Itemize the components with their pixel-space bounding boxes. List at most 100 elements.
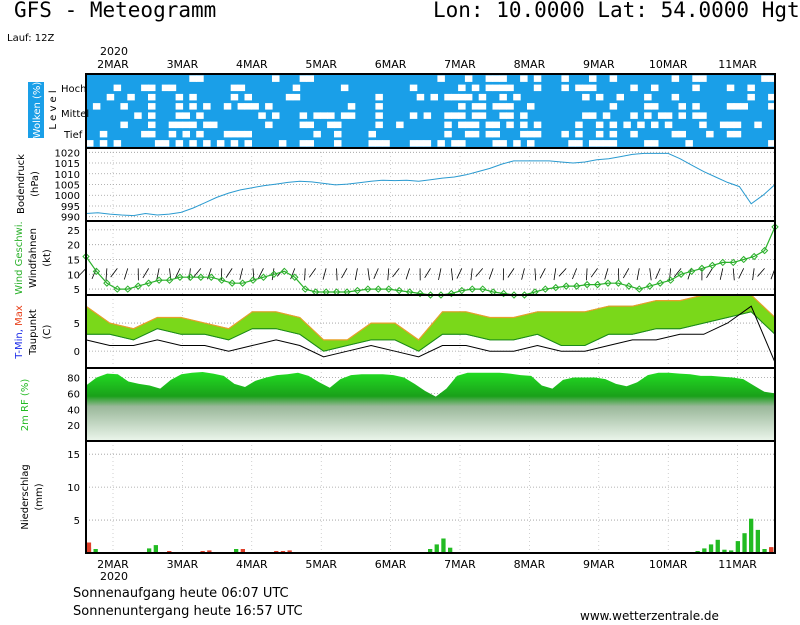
cloud-gap: [458, 84, 466, 92]
wind-tick-label: 15: [67, 255, 80, 266]
cloud-gap: [761, 75, 769, 82]
temp-min-label: T-Min,: [14, 329, 25, 360]
cloud-gap: [692, 75, 700, 82]
cloud-gap: [99, 140, 108, 147]
cloud-gap: [699, 75, 707, 82]
humidity-tick-label: 40: [67, 405, 80, 416]
cloud-gap: [313, 112, 321, 119]
wind-barb: [475, 268, 484, 277]
cloud-gap: [382, 140, 390, 147]
wind-barb: [604, 268, 609, 280]
cloud-gap: [575, 121, 583, 129]
wind-barb: [521, 268, 525, 280]
cloud-gap: [595, 130, 604, 138]
cloud-gap: [671, 75, 680, 82]
cloud-gap: [306, 121, 314, 129]
cloud-gap: [299, 121, 308, 129]
wind-barb: [367, 268, 370, 281]
website-link[interactable]: www.wetterzentrale.de: [580, 609, 719, 623]
wind-speed-point: [739, 255, 748, 264]
cloud-gap: [141, 130, 149, 138]
wind-speed-point: [197, 273, 205, 281]
cloud-gap: [561, 75, 569, 82]
cloud-gap: [216, 140, 225, 147]
wind-barb: [424, 268, 431, 279]
cloud-gap: [664, 121, 673, 129]
wind-barb: [336, 268, 338, 281]
cloud-gap: [499, 112, 507, 119]
wind-speed-line: [85, 226, 776, 296]
cloud-gap: [471, 130, 480, 138]
wind-barb: [392, 268, 400, 278]
cloud-gap: [506, 112, 514, 119]
cloud-gap: [148, 121, 156, 129]
wind-speed-point: [478, 285, 487, 293]
cloud-gap: [492, 84, 500, 92]
cloud-gap: [292, 84, 301, 92]
wind-speed-point: [270, 270, 278, 278]
wind-barb: [78, 268, 87, 277]
wind-barb: [553, 268, 557, 281]
wind-tick-label: 10: [67, 270, 80, 281]
cloud-gap: [416, 140, 425, 147]
wind-speed-point: [186, 273, 195, 281]
cloud-gap: [651, 103, 659, 110]
x-tick-label-top: 2MAR: [97, 58, 129, 71]
cloud-gap: [651, 84, 659, 92]
cloud-gap: [113, 84, 122, 92]
cloud-gap: [561, 130, 569, 138]
wind-speed-point: [552, 283, 560, 292]
wind-barb: [193, 268, 202, 277]
cloud-gap: [644, 103, 652, 110]
wind-speed-point: [572, 282, 581, 290]
wind-barb: [558, 268, 567, 277]
wind-barb: [239, 268, 243, 280]
cloud-gap: [520, 112, 528, 119]
cloud-gap: [747, 84, 755, 92]
cloud-gap: [375, 103, 383, 110]
cloud-gap: [223, 130, 232, 138]
wind-barb: [123, 268, 129, 280]
cloud-gap: [203, 121, 211, 129]
cloud-gap: [168, 130, 177, 138]
cloud-gap: [113, 140, 122, 147]
humidity-tick-label: 80: [67, 374, 80, 385]
cloud-gap: [602, 112, 611, 119]
x-tick-label-top: 3MAR: [167, 58, 199, 71]
cloud-gap: [327, 112, 335, 119]
wind-tick-label: 5: [74, 285, 80, 296]
cloud-gap: [533, 121, 542, 129]
wind-ylabel-line: Windfahnen: [28, 228, 39, 288]
cloud-gap: [306, 140, 314, 147]
wind-speed-point: [750, 252, 758, 261]
cloud-gap: [444, 112, 452, 119]
wind-panel-frame: [85, 220, 776, 296]
cloud-gap: [699, 121, 707, 129]
cloud-gap: [527, 103, 535, 110]
wind-barb: [572, 268, 578, 280]
cloud-gap: [513, 140, 521, 147]
cloud-level-low: Tief: [63, 130, 83, 141]
wind-barb: [405, 268, 411, 280]
cloud-gap: [464, 75, 473, 82]
cloud-gap: [485, 130, 494, 138]
cloud-gap: [478, 93, 487, 101]
cloud-gap: [189, 103, 197, 110]
cloud-gap: [630, 112, 638, 119]
wind-barb: [456, 268, 463, 279]
cloud-gap: [513, 93, 521, 101]
wind-barb: [470, 268, 473, 281]
cloud-gap: [527, 130, 535, 138]
x-tick-label-bottom: 5MAR: [305, 558, 337, 571]
cloud-ylabel2: L e v e l: [48, 90, 59, 129]
cloud-gap: [175, 121, 184, 129]
humidity-tick-label: 20: [67, 421, 80, 432]
wind-barb: [507, 268, 515, 278]
pressure-tick-label: 990: [61, 213, 80, 224]
cloud-gap: [754, 121, 762, 129]
rain-bar: [715, 539, 720, 553]
cloud-gap: [458, 112, 466, 119]
cloud-gap: [692, 103, 700, 110]
cloud-gap: [582, 84, 590, 92]
wind-speed-point: [92, 267, 101, 276]
